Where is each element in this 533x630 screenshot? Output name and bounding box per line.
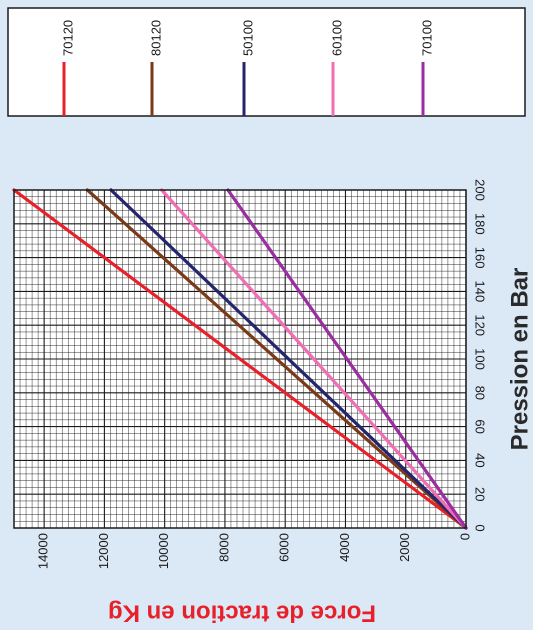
series-line-70100 — [226, 188, 468, 530]
y-axis-title: Force de traction en Kg — [108, 600, 376, 627]
legend-box — [7, 7, 526, 117]
x-tick-label: 180 — [473, 213, 488, 235]
x-tick-label: 200 — [473, 179, 488, 201]
y-tick-label: 4000 — [337, 533, 352, 562]
y-tick-label: 6000 — [277, 533, 292, 562]
grid — [13, 189, 467, 529]
series-lines — [12, 188, 468, 530]
plot-frame — [13, 189, 467, 529]
x-tick-label: 20 — [473, 487, 488, 501]
plot-area — [12, 188, 468, 530]
x-tick-labels: 0 20 40 60 80 100 120 140 160 180 200 — [473, 179, 488, 531]
legend: 70120 80120 50100 60100 70100 — [7, 7, 526, 117]
y-tick-label: 12000 — [96, 533, 111, 569]
x-tick-label: 60 — [473, 419, 488, 433]
x-tick-label: 0 — [473, 524, 488, 531]
legend-label-60100: 60100 — [329, 20, 344, 56]
legend-label-70100: 70100 — [419, 20, 434, 56]
series-line-80120 — [85, 188, 468, 530]
x-tick-label: 80 — [473, 386, 488, 400]
x-tick-label: 100 — [473, 348, 488, 370]
series-line-70120 — [12, 188, 468, 530]
x-axis-title: Pression en Bar — [506, 268, 533, 451]
legend-label-50100: 50100 — [240, 20, 255, 56]
y-tick-label: 10000 — [156, 533, 171, 569]
y-tick-label: 14000 — [36, 533, 51, 569]
x-tick-label: 120 — [473, 314, 488, 336]
y-tick-labels: 0 2000 4000 6000 8000 10000 12000 14000 — [36, 533, 473, 569]
legend-label-80120: 80120 — [148, 20, 163, 56]
y-tick-label: 0 — [457, 533, 472, 540]
legend-label-70120: 70120 — [60, 20, 75, 56]
y-tick-label: 2000 — [397, 533, 412, 562]
y-tick-label: 8000 — [216, 533, 231, 562]
x-tick-label: 40 — [473, 453, 488, 467]
series-line-60100 — [160, 188, 468, 530]
x-tick-label: 140 — [473, 281, 488, 303]
x-tick-label: 160 — [473, 247, 488, 269]
series-line-50100 — [109, 188, 468, 530]
